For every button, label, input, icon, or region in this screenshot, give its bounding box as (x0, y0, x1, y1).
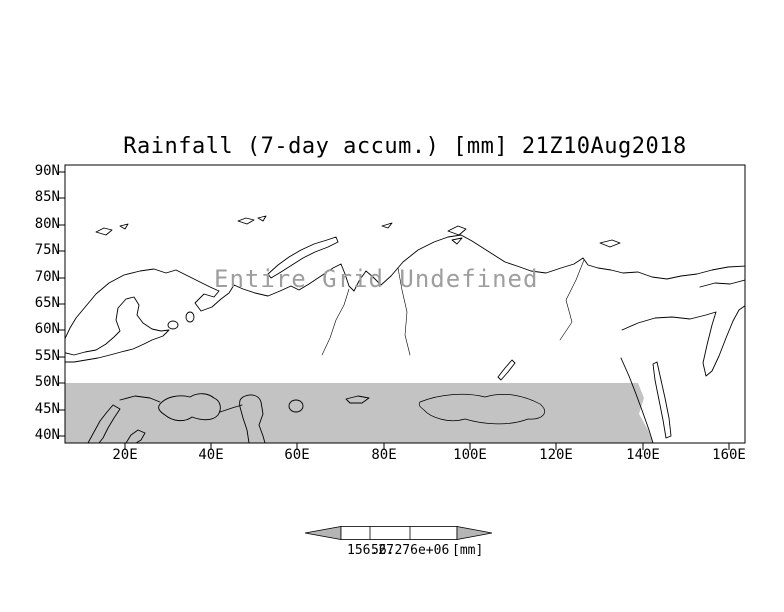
colorbar-unit-label: [mm] (452, 543, 484, 558)
x-axis-ticks (124, 443, 730, 450)
arctic-islands (95, 215, 621, 248)
y-axis-label: 80N (34, 216, 60, 232)
coastline-okhotsk (620, 279, 745, 443)
coastline-baltic (65, 296, 170, 363)
coastline-arctic (65, 234, 745, 340)
lake-onega (185, 311, 195, 323)
colorbar-label-left: 156.27 (347, 543, 394, 558)
y-axis-ticks (58, 171, 65, 437)
y-axis-label: 50N (34, 374, 60, 390)
y-axis-label: 70N (34, 269, 60, 285)
rivers (321, 259, 585, 356)
island-novaya-zemlya (267, 236, 339, 279)
colorbar (304, 526, 493, 540)
y-axis-label: 60N (34, 321, 60, 337)
x-axis-label: 20E (112, 447, 138, 463)
y-axis-label: 40N (34, 427, 60, 443)
y-axis-label: 85N (34, 189, 60, 205)
y-axis-label: 90N (34, 163, 60, 179)
x-axis-label: 80E (371, 447, 397, 463)
colorbar-right-arrow-icon (456, 526, 493, 540)
x-axis-label: 120E (539, 447, 573, 463)
y-axis-label: 65N (34, 295, 60, 311)
x-axis-label: 160E (712, 447, 746, 463)
status-message: Entire Grid Undefined (214, 265, 539, 293)
colorbar-left-arrow-icon (304, 526, 342, 540)
colorbar-label-right: 56.276e+06 (371, 543, 450, 558)
x-axis-label: 100E (453, 447, 487, 463)
aral-sea (288, 399, 304, 413)
x-axis-label: 140E (626, 447, 660, 463)
colorbar-body (340, 526, 458, 540)
shaded-region (65, 383, 653, 443)
figure-title: Rainfall (7-day accum.) [mm] 21Z10Aug201… (123, 134, 687, 159)
y-axis-label: 55N (34, 348, 60, 364)
caspian-sea (239, 394, 266, 443)
y-axis-label: 45N (34, 401, 60, 417)
border-mongolia (418, 393, 545, 425)
x-axis-label: 40E (198, 447, 224, 463)
coastline-adriatic (87, 395, 161, 443)
lake-ladoga (167, 320, 179, 330)
x-axis-label: 60E (284, 447, 310, 463)
colorbar-dividers (369, 526, 411, 540)
black-sea (158, 393, 243, 422)
map-region (65, 215, 745, 443)
coastlines (65, 215, 745, 443)
y-axis-label: 75N (34, 242, 60, 258)
island-sakhalin (652, 361, 672, 439)
lake-baikal (497, 359, 516, 381)
lake-balkhash (345, 395, 370, 404)
